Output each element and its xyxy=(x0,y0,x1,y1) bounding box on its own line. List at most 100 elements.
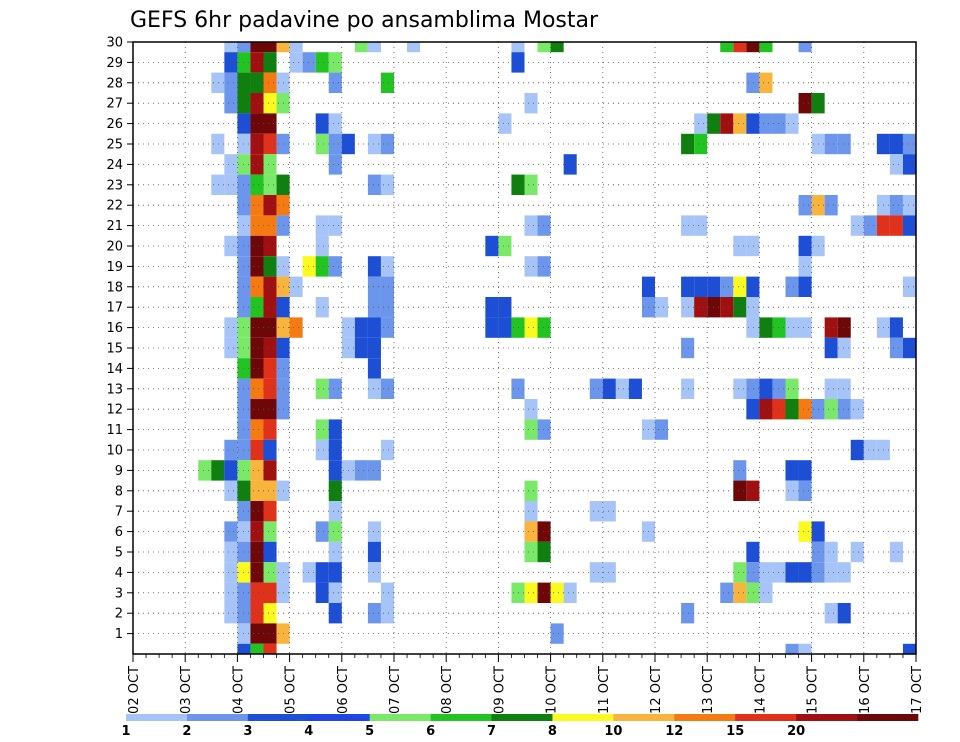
heatmap-cell xyxy=(263,93,277,114)
heatmap-cell xyxy=(380,297,394,318)
heatmap-cell xyxy=(511,42,525,53)
y-tick-label: 24 xyxy=(106,158,123,173)
colorbar-label: 20 xyxy=(787,724,805,739)
heatmap-cell xyxy=(602,378,616,399)
heatmap-cell xyxy=(224,93,238,114)
heatmap-cell xyxy=(250,643,264,654)
x-tick-label: 04 OCT xyxy=(231,666,246,714)
heatmap-cell xyxy=(524,215,538,236)
heatmap-cell xyxy=(863,215,877,236)
heatmap-cell xyxy=(824,133,838,155)
heatmap-cell xyxy=(720,582,734,603)
y-tick-label: 25 xyxy=(106,138,123,153)
heatmap-cell xyxy=(511,52,525,73)
heatmap-cell xyxy=(250,297,264,318)
heatmap-cell xyxy=(250,235,264,257)
heatmap-cell xyxy=(250,52,264,73)
heatmap-cell xyxy=(850,215,864,236)
heatmap-cell xyxy=(367,337,381,359)
heatmap-cell xyxy=(250,541,264,563)
heatmap-cell xyxy=(785,317,799,338)
heatmap-cell xyxy=(733,582,747,603)
heatmap-cell xyxy=(746,541,760,563)
heatmap-cell xyxy=(511,317,525,338)
heatmap-cell xyxy=(315,419,329,440)
heatmap-cell xyxy=(511,582,525,603)
heatmap-cell xyxy=(498,297,512,318)
heatmap-cell xyxy=(328,378,342,399)
heatmap-cell xyxy=(263,154,277,175)
heatmap-cell xyxy=(315,562,329,583)
heatmap-cell xyxy=(524,480,538,501)
heatmap-cell xyxy=(224,72,238,93)
heatmap-cell xyxy=(224,439,238,461)
heatmap-cell xyxy=(798,480,812,501)
heatmap-cell xyxy=(237,42,251,53)
heatmap-cell xyxy=(681,337,695,359)
heatmap-cell xyxy=(250,195,264,216)
heatmap-cell xyxy=(889,154,903,175)
colorbar-label: 12 xyxy=(665,724,683,739)
heatmap-cell xyxy=(289,42,303,53)
colorbar-label: 4 xyxy=(304,724,313,739)
heatmap-cell xyxy=(328,480,342,501)
heatmap-cell xyxy=(380,582,394,603)
heatmap-cell xyxy=(485,317,499,338)
heatmap-cell xyxy=(889,317,903,338)
heatmap-cell xyxy=(537,256,551,277)
heatmap-cell xyxy=(837,133,851,155)
heatmap-cell xyxy=(746,582,760,603)
x-tick-label: 11 OCT xyxy=(597,666,612,714)
heatmap-cell xyxy=(250,480,264,501)
heatmap-cell xyxy=(250,42,264,53)
heatmap-cell xyxy=(511,174,525,195)
heatmap-cell xyxy=(798,643,812,654)
heatmap-cell xyxy=(524,317,538,338)
heatmap-cell xyxy=(315,521,329,542)
y-tick-label: 1 xyxy=(115,627,123,642)
heatmap-cell xyxy=(289,317,303,338)
heatmap-cell xyxy=(250,562,264,583)
heatmap-cell xyxy=(733,480,747,501)
heatmap-cell xyxy=(694,133,708,155)
heatmap-cell xyxy=(367,521,381,542)
y-tick-label: 17 xyxy=(106,301,123,316)
heatmap-cell xyxy=(589,378,603,399)
y-tick-label: 2 xyxy=(115,607,123,622)
heatmap-cell xyxy=(328,256,342,277)
heatmap-cell xyxy=(759,72,773,93)
heatmap-cell xyxy=(720,276,734,297)
y-axis: 1234567891011121314151617181920212223242… xyxy=(106,36,133,642)
x-tick-label: 06 OCT xyxy=(336,666,351,714)
x-tick-label: 15 OCT xyxy=(806,666,821,714)
heatmap-cell xyxy=(850,541,864,563)
x-tick-label: 12 OCT xyxy=(649,666,664,714)
y-tick-label: 28 xyxy=(106,76,123,91)
heatmap-cell xyxy=(263,541,277,563)
heatmap-cell xyxy=(224,582,238,603)
heatmap-cell xyxy=(380,276,394,297)
heatmap-cell xyxy=(902,154,916,175)
heatmap-cell xyxy=(250,521,264,542)
heatmap-cell xyxy=(250,460,264,481)
heatmap-cell xyxy=(824,317,838,338)
heatmap-cell xyxy=(263,562,277,583)
heatmap-cell xyxy=(537,521,551,542)
heatmap-cell xyxy=(263,195,277,216)
heatmap-cell xyxy=(837,562,851,583)
heatmap-cell xyxy=(485,297,499,318)
heatmap-cell xyxy=(524,521,538,542)
heatmap-cell xyxy=(367,541,381,563)
heatmap-cell xyxy=(824,337,838,359)
colorbar-label: 5 xyxy=(365,724,374,739)
heatmap-cell xyxy=(224,235,238,257)
y-tick-label: 6 xyxy=(115,525,123,540)
heatmap-cell xyxy=(328,52,342,73)
heatmap-cell xyxy=(250,603,264,624)
heatmap-cell xyxy=(746,276,760,297)
heatmap-cell xyxy=(367,133,381,155)
colorbar-label: 15 xyxy=(726,724,744,739)
heatmap-cell xyxy=(589,562,603,583)
heatmap-cell xyxy=(315,582,329,603)
y-tick-label: 12 xyxy=(106,403,123,418)
